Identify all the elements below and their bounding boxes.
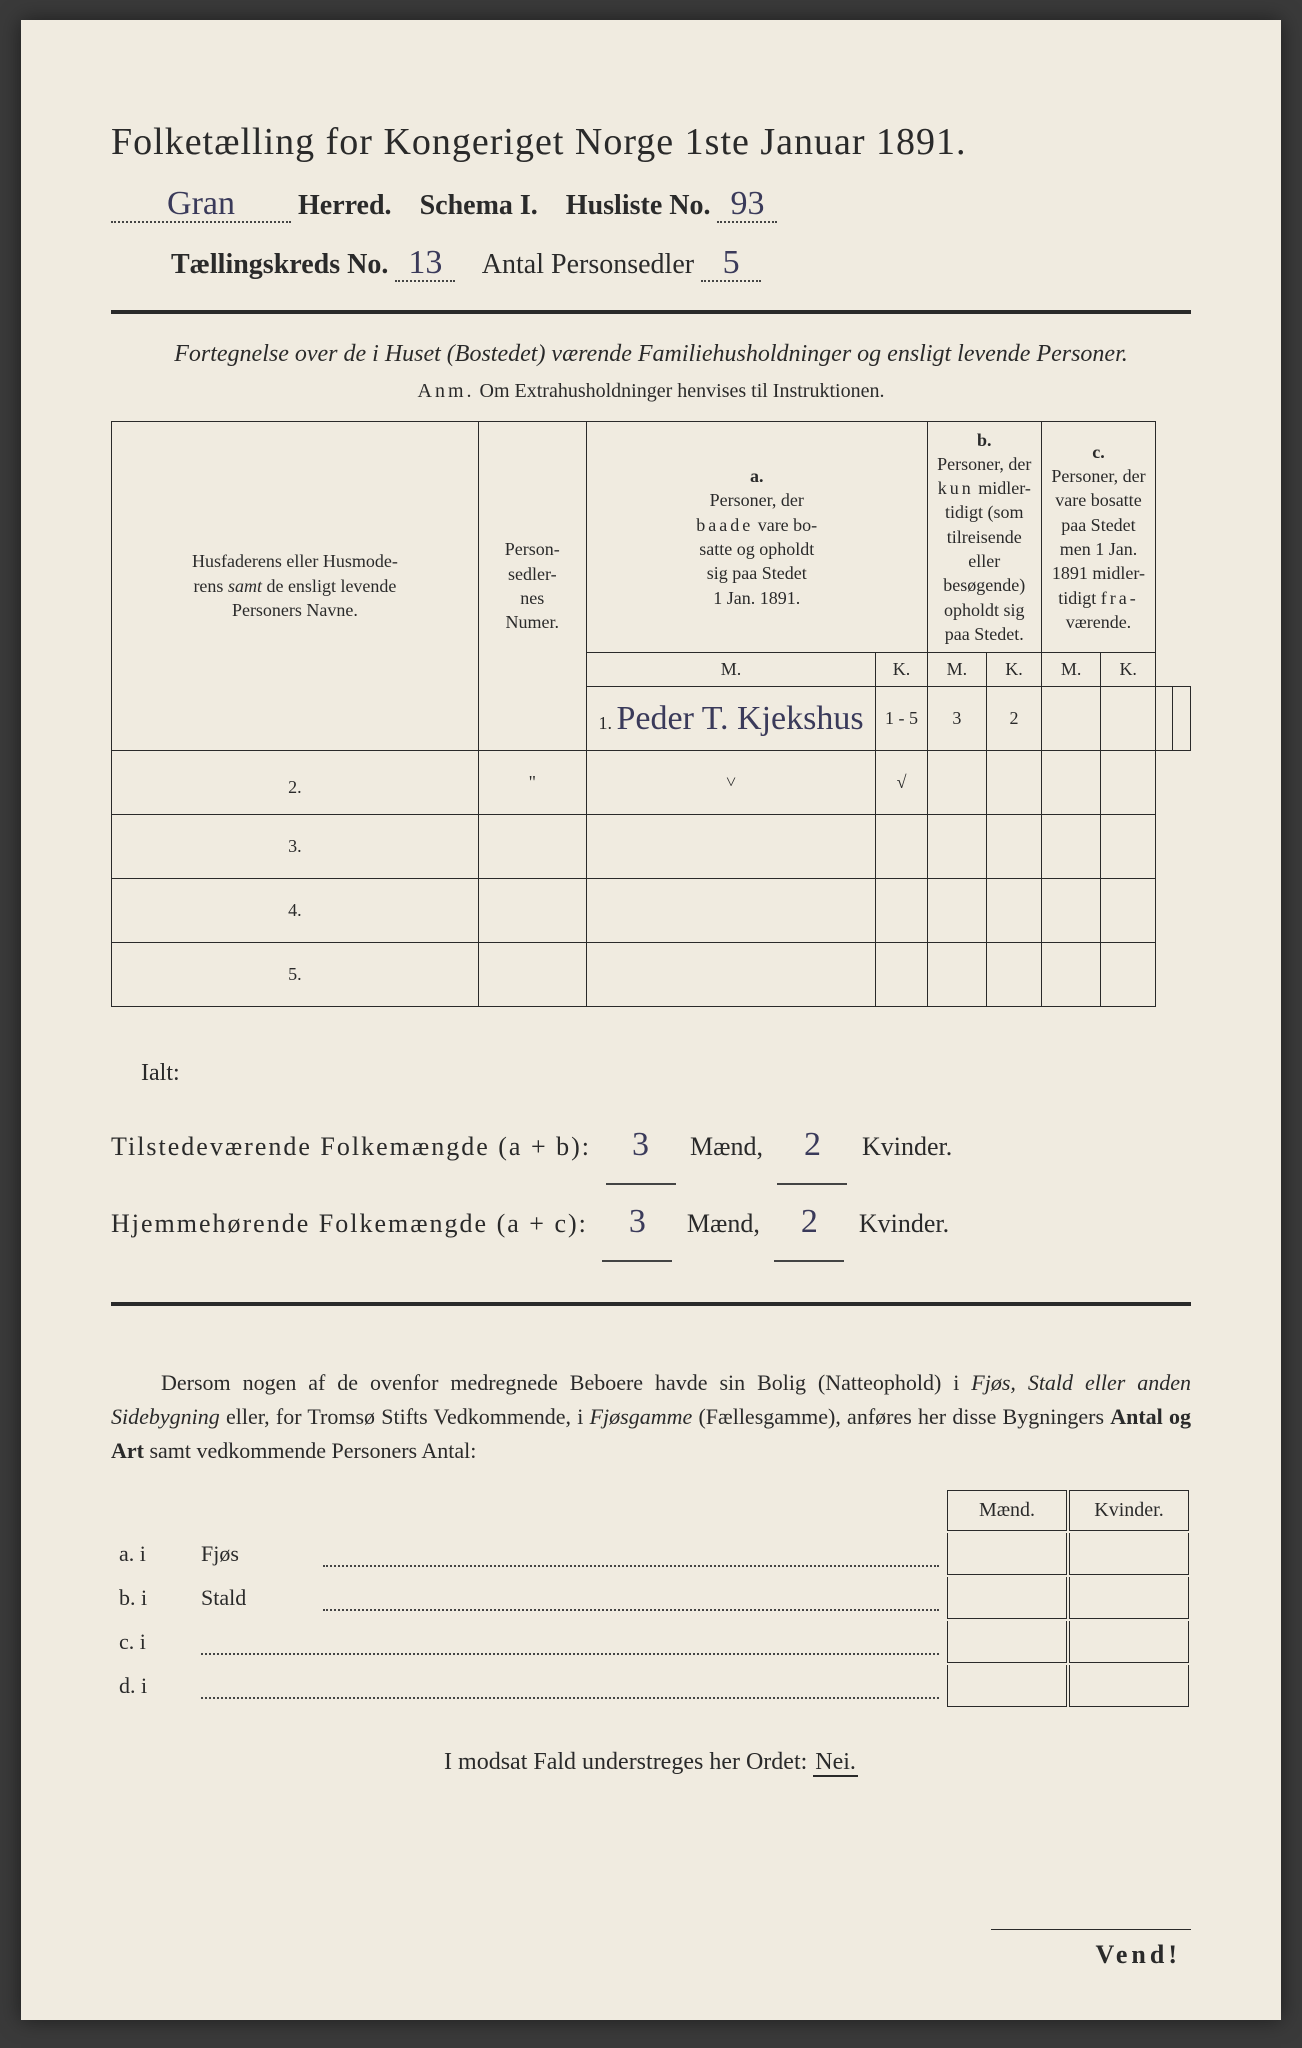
- nei-line: I modsat Fald understreges her Ordet: Ne…: [111, 1749, 1191, 1776]
- building-row: a. i Fjøs: [113, 1533, 1189, 1575]
- ialt-label: Ialt:: [141, 1047, 1191, 1100]
- col-a-m: M.: [586, 653, 876, 687]
- instruction-text: Fortegnelse over de i Huset (Bostedet) v…: [111, 336, 1191, 372]
- anm-text: Anm. Anm. Om Extrahusholdninger henvises…: [111, 380, 1191, 403]
- col-c-header: c. Personer, dervare bosattepaa Stedetme…: [1041, 421, 1155, 653]
- maend-header: Mænd.: [947, 1490, 1067, 1531]
- husliste-field: 93: [717, 187, 777, 223]
- table-row: 2. " ˅ √: [112, 751, 1191, 815]
- col-c-m: M.: [1041, 653, 1100, 687]
- table-row: 3.: [112, 815, 1191, 879]
- building-row: c. i: [113, 1621, 1189, 1663]
- vend-label: Vend!: [1095, 1940, 1181, 1970]
- page-title: Folketælling for Kongeriget Norge 1ste J…: [111, 120, 1191, 164]
- antal-label: Antal Personsedler: [482, 249, 694, 280]
- table-row: 5.: [112, 943, 1191, 1007]
- col-a-k: K.: [876, 653, 927, 687]
- col-a-header: a. Personer, derbaade vare bo-satte og o…: [586, 421, 927, 653]
- kreds-field: 13: [395, 246, 455, 282]
- building-row: d. i: [113, 1665, 1189, 1707]
- kreds-label: Tællingskreds No.: [171, 249, 388, 280]
- totals-line-2: Hjemmehørende Folkemængde (a + c): 3 Mæn…: [111, 1185, 1191, 1262]
- table-row: 4.: [112, 879, 1191, 943]
- herred-label: Herred.: [298, 190, 392, 221]
- header-line-2: Tællingskreds No. 13 Antal Personsedler …: [111, 243, 1191, 288]
- census-form-page: Folketælling for Kongeriget Norge 1ste J…: [21, 20, 1281, 2020]
- col-c-k: K.: [1101, 653, 1156, 687]
- col-name-header: Husfaderens eller Husmode-rens samt de e…: [112, 421, 479, 751]
- totals-line-1: Tilstedeværende Folkemængde (a + b): 3 M…: [111, 1108, 1191, 1185]
- census-table: Husfaderens eller Husmode-rens samt de e…: [111, 421, 1191, 1008]
- col-b-m: M.: [927, 653, 986, 687]
- divider: [111, 310, 1191, 314]
- col-b-k: K.: [987, 653, 1042, 687]
- schema-label: Schema I.: [420, 190, 538, 221]
- herred-field: Gran: [111, 187, 291, 223]
- col-num-header: Person-sedler-nesNumer.: [478, 421, 586, 751]
- building-row: b. i Stald: [113, 1577, 1189, 1619]
- husliste-label: Husliste No.: [566, 190, 711, 221]
- building-table: Mænd. Kvinder. a. i Fjøs b. i Stald c. i…: [111, 1488, 1191, 1709]
- totals-block: Ialt: Tilstedeværende Folkemængde (a + b…: [111, 1047, 1191, 1261]
- kvinder-header: Kvinder.: [1069, 1490, 1189, 1531]
- antal-field: 5: [701, 246, 761, 282]
- paragraph-text: Dersom nogen af de ovenfor medregnede Be…: [111, 1366, 1191, 1468]
- vend-border: [991, 1929, 1191, 1930]
- col-b-header: b. Personer, derkun midler-tidigt (somti…: [927, 421, 1041, 653]
- header-line-1: Gran Herred. Schema I. Husliste No. 93: [111, 184, 1191, 229]
- divider: [111, 1302, 1191, 1306]
